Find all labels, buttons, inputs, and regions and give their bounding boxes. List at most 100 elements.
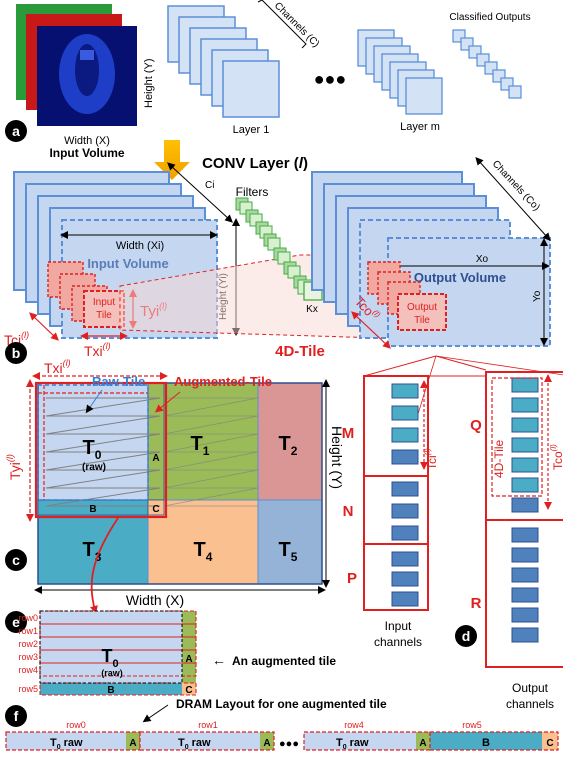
c-label: C [152, 504, 159, 515]
panel-c: T0 (raw) A B C T1 T2 T3 T4 T5 Txi(l) Raw… [5, 358, 345, 614]
classified-outputs-stack [452, 29, 522, 99]
dram-ellipsis: ●●● [279, 738, 299, 750]
a-label: A [152, 453, 159, 464]
output-volume-label: Output Volume [414, 270, 506, 285]
aug-tile-a-strip [182, 611, 196, 683]
m-label: M [342, 425, 355, 442]
input-volume-label: Input Volume [49, 146, 124, 160]
height-y-label: Height (Y) [143, 58, 155, 108]
augmented-tile-caption: ← An augmented tile [212, 652, 336, 668]
output-tile-label-1: Output [407, 302, 437, 313]
filters-label: Filters [236, 185, 269, 199]
input-tile-stack [47, 261, 125, 328]
panel-c-badge: c [5, 549, 27, 571]
p-label: P [347, 570, 357, 587]
panel-a: Height (Y) Width (X) Input Volume a Chan… [5, 0, 531, 180]
e-raw-label: (raw) [101, 668, 123, 678]
xo-label: Xo [476, 254, 489, 265]
input-channels-label-2: channels [374, 635, 422, 649]
4d-tile-d-label: 4D-Tile [492, 439, 506, 478]
dram-row1-raw [140, 732, 260, 750]
channels-co-label: Channels (Co) [490, 159, 542, 214]
ci-label: Ci [205, 180, 214, 191]
f-row5-label: row5 [462, 720, 482, 730]
output-tile-stack [367, 261, 447, 331]
4d-tile-label: 4D-Tile [275, 343, 325, 360]
panel-f-badge: f [5, 705, 27, 727]
scan-path [45, 397, 161, 507]
kx-label: Kx [306, 304, 318, 315]
output-tile-label-2: Tile [414, 315, 430, 326]
aug-tile-b-strip [40, 683, 182, 695]
width-x-label: Width (X) [64, 135, 110, 147]
dram-row0-a [126, 732, 140, 750]
txi-label: Txi(l) [84, 341, 111, 359]
n-label: N [343, 503, 354, 520]
q-label: Q [470, 417, 482, 434]
e-row0: row0 [18, 613, 38, 623]
t0-label: T0 [83, 437, 102, 462]
dram-row4-a-label: A [419, 738, 426, 749]
tile-t5 [257, 499, 323, 585]
raw-tile-outline [37, 384, 149, 501]
b-label: B [89, 504, 96, 515]
e-c-label: C [185, 685, 192, 696]
tile-t2 [257, 382, 323, 501]
channels-c-label: Channels (C) [272, 0, 321, 49]
svg-text:b: b [12, 345, 21, 361]
svg-text:a: a [12, 123, 20, 139]
e-row5: row5 [18, 684, 38, 694]
augmented-tile-label: Augmented-Tile [174, 374, 272, 389]
height-y-c-label: Height (Y) [329, 426, 345, 489]
yo-label: Yo [532, 290, 543, 302]
dram-row0-a-label: A [129, 738, 136, 749]
layers-ellipsis: ●●● [314, 69, 347, 89]
dram-row5-c-label: C [546, 738, 553, 749]
txi-c-label: Txi(l) [44, 358, 71, 376]
panel-b-badge: b [5, 342, 27, 364]
classified-outputs-label: Classified Outputs [449, 12, 530, 23]
input-tile-label-1: Input [93, 297, 115, 308]
dram-row1-a [260, 732, 274, 750]
panel-e-badge: e [5, 611, 27, 633]
e-b-label: B [107, 685, 114, 696]
dram-row0-raw [6, 732, 126, 750]
panel-d-badge: d [455, 625, 477, 647]
f-row4-label: row4 [344, 720, 364, 730]
dram-row5-b-label: B [482, 737, 490, 749]
e-a-label: A [185, 654, 192, 665]
f-row1-label: row1 [198, 720, 218, 730]
input-channels-label-1: Input [385, 619, 412, 633]
dram-row4-raw [304, 732, 416, 750]
panel-e: e row0 row1 row2 row3 row4 row5 T0 (raw)… [5, 610, 336, 696]
layer1-label: Layer 1 [233, 124, 270, 136]
augmented-tile-outline [34, 381, 168, 519]
e-row2: row2 [18, 639, 38, 649]
dram-row1-a-label: A [263, 738, 270, 749]
dram-row5-b [430, 732, 542, 750]
svg-text:f: f [14, 708, 19, 724]
e-row1: row1 [18, 626, 38, 636]
input-channels-frame [363, 375, 429, 611]
e-t0-label: T0 [101, 646, 118, 670]
conv-layer-title: CONV Layer (l) [202, 155, 308, 172]
output-channel-blocks [511, 377, 539, 643]
e-row3: row3 [18, 652, 38, 662]
dram-row0-label: T0 raw [50, 737, 83, 751]
panel-b: CONV Layer (l) Ci Width (Xi) Input Volum… [4, 155, 551, 364]
dram-row4-label: T0 raw [336, 737, 369, 751]
t2-label: T2 [279, 433, 298, 458]
layer1-stack [167, 5, 280, 118]
dram-row4-a [416, 732, 430, 750]
f-row0-label: row0 [66, 720, 86, 730]
input-volume-b-label: Input Volume [87, 256, 168, 271]
dram-layout-title: DRAM Layout for one augmented tile [176, 697, 387, 711]
svg-text:d: d [462, 628, 471, 644]
4d-tile-d-outline [491, 377, 543, 497]
panel-a-badge: a [5, 120, 27, 142]
layerm-stack [357, 29, 443, 115]
e-row4: row4 [18, 665, 38, 675]
panel-f: f DRAM Layout for one augmented tile row… [5, 697, 559, 751]
output-channels-label-2: channels [506, 697, 554, 711]
tci-d-label: Tci(l) [423, 448, 439, 470]
